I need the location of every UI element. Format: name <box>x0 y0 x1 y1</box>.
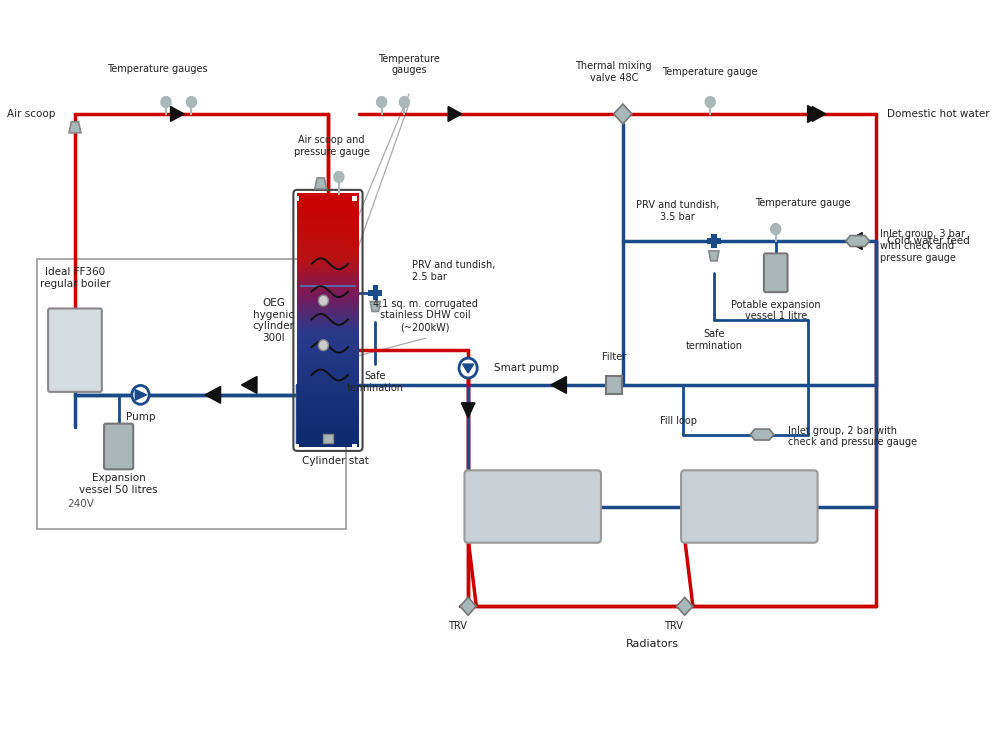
Polygon shape <box>461 403 475 418</box>
Bar <box>606 376 622 394</box>
Text: 4.1 sq. m. corrugated
stainless DHW coil
(~200kW): 4.1 sq. m. corrugated stainless DHW coil… <box>373 298 478 332</box>
Text: TRV: TRV <box>448 621 467 632</box>
Text: OEG
hygenic
cylinder
300l: OEG hygenic cylinder 300l <box>252 298 294 343</box>
Bar <box>323 434 333 443</box>
Text: Domestic hot water: Domestic hot water <box>887 109 989 119</box>
Circle shape <box>377 97 387 107</box>
Circle shape <box>771 224 781 235</box>
FancyBboxPatch shape <box>464 470 601 543</box>
Polygon shape <box>847 232 862 250</box>
Text: Temperature
gauges: Temperature gauges <box>378 53 440 75</box>
Text: Pump: Pump <box>126 412 155 422</box>
Text: 240V: 240V <box>68 499 95 509</box>
Circle shape <box>459 358 477 378</box>
Polygon shape <box>69 122 81 133</box>
Text: Safe
termination: Safe termination <box>347 371 404 393</box>
Polygon shape <box>709 251 719 261</box>
Bar <box>295 196 299 201</box>
Polygon shape <box>373 285 378 300</box>
Text: Thermal mixing
valve 48C: Thermal mixing valve 48C <box>575 62 652 83</box>
FancyBboxPatch shape <box>681 470 818 543</box>
Text: Expansion
vessel 50 litres: Expansion vessel 50 litres <box>79 473 158 495</box>
Text: Cylinder stat: Cylinder stat <box>302 456 369 466</box>
FancyBboxPatch shape <box>48 308 102 392</box>
Text: Safe
termination: Safe termination <box>685 329 742 351</box>
Polygon shape <box>448 106 462 122</box>
Polygon shape <box>370 302 380 311</box>
Polygon shape <box>135 390 147 400</box>
Polygon shape <box>205 386 221 404</box>
Text: Air scoop: Air scoop <box>7 109 55 119</box>
Polygon shape <box>315 178 327 189</box>
Text: Radiators: Radiators <box>626 639 679 649</box>
FancyBboxPatch shape <box>764 254 788 292</box>
Polygon shape <box>812 106 826 122</box>
Polygon shape <box>171 106 184 122</box>
Circle shape <box>318 340 328 351</box>
Polygon shape <box>463 364 474 373</box>
Polygon shape <box>614 104 632 124</box>
Circle shape <box>161 97 171 107</box>
Circle shape <box>318 295 328 306</box>
Bar <box>37 259 346 529</box>
Text: Ideal FF360
regular boiler: Ideal FF360 regular boiler <box>40 267 110 289</box>
Polygon shape <box>242 376 257 393</box>
Circle shape <box>399 97 409 107</box>
Text: PRV and tundish,
2.5 bar: PRV and tundish, 2.5 bar <box>412 260 495 281</box>
Polygon shape <box>677 597 693 615</box>
Polygon shape <box>750 429 774 440</box>
Text: Temperature gauge: Temperature gauge <box>755 198 851 208</box>
Text: Temperature gauges: Temperature gauges <box>107 64 207 74</box>
Text: Temperature gauge: Temperature gauge <box>662 68 758 77</box>
Circle shape <box>186 97 196 107</box>
Text: TRV: TRV <box>664 621 683 632</box>
Circle shape <box>334 172 344 182</box>
Bar <box>295 445 299 449</box>
Text: Air scoop and
pressure gauge: Air scoop and pressure gauge <box>294 136 370 157</box>
Text: Smart pump: Smart pump <box>494 363 558 373</box>
Polygon shape <box>846 236 869 247</box>
Text: Filter: Filter <box>602 352 626 362</box>
Polygon shape <box>551 376 566 393</box>
Bar <box>352 196 357 201</box>
Polygon shape <box>808 106 823 122</box>
Bar <box>352 445 357 449</box>
Text: Fill loop: Fill loop <box>660 416 697 426</box>
Text: PRV and tundish,
3.5 bar: PRV and tundish, 3.5 bar <box>636 200 719 222</box>
Circle shape <box>705 97 715 107</box>
Polygon shape <box>460 597 476 615</box>
Polygon shape <box>368 290 382 296</box>
Circle shape <box>132 386 149 404</box>
Text: Potable expansion
vessel 1 litre: Potable expansion vessel 1 litre <box>731 300 821 321</box>
FancyBboxPatch shape <box>104 424 133 470</box>
Text: Cold water feed: Cold water feed <box>887 236 970 246</box>
Polygon shape <box>707 238 721 244</box>
Text: Inlet group, 2 bar with
check and pressure gauge: Inlet group, 2 bar with check and pressu… <box>788 426 917 447</box>
Text: Inlet group, 3 bar
with check and
pressure gauge: Inlet group, 3 bar with check and pressu… <box>880 230 965 262</box>
Polygon shape <box>711 233 717 248</box>
